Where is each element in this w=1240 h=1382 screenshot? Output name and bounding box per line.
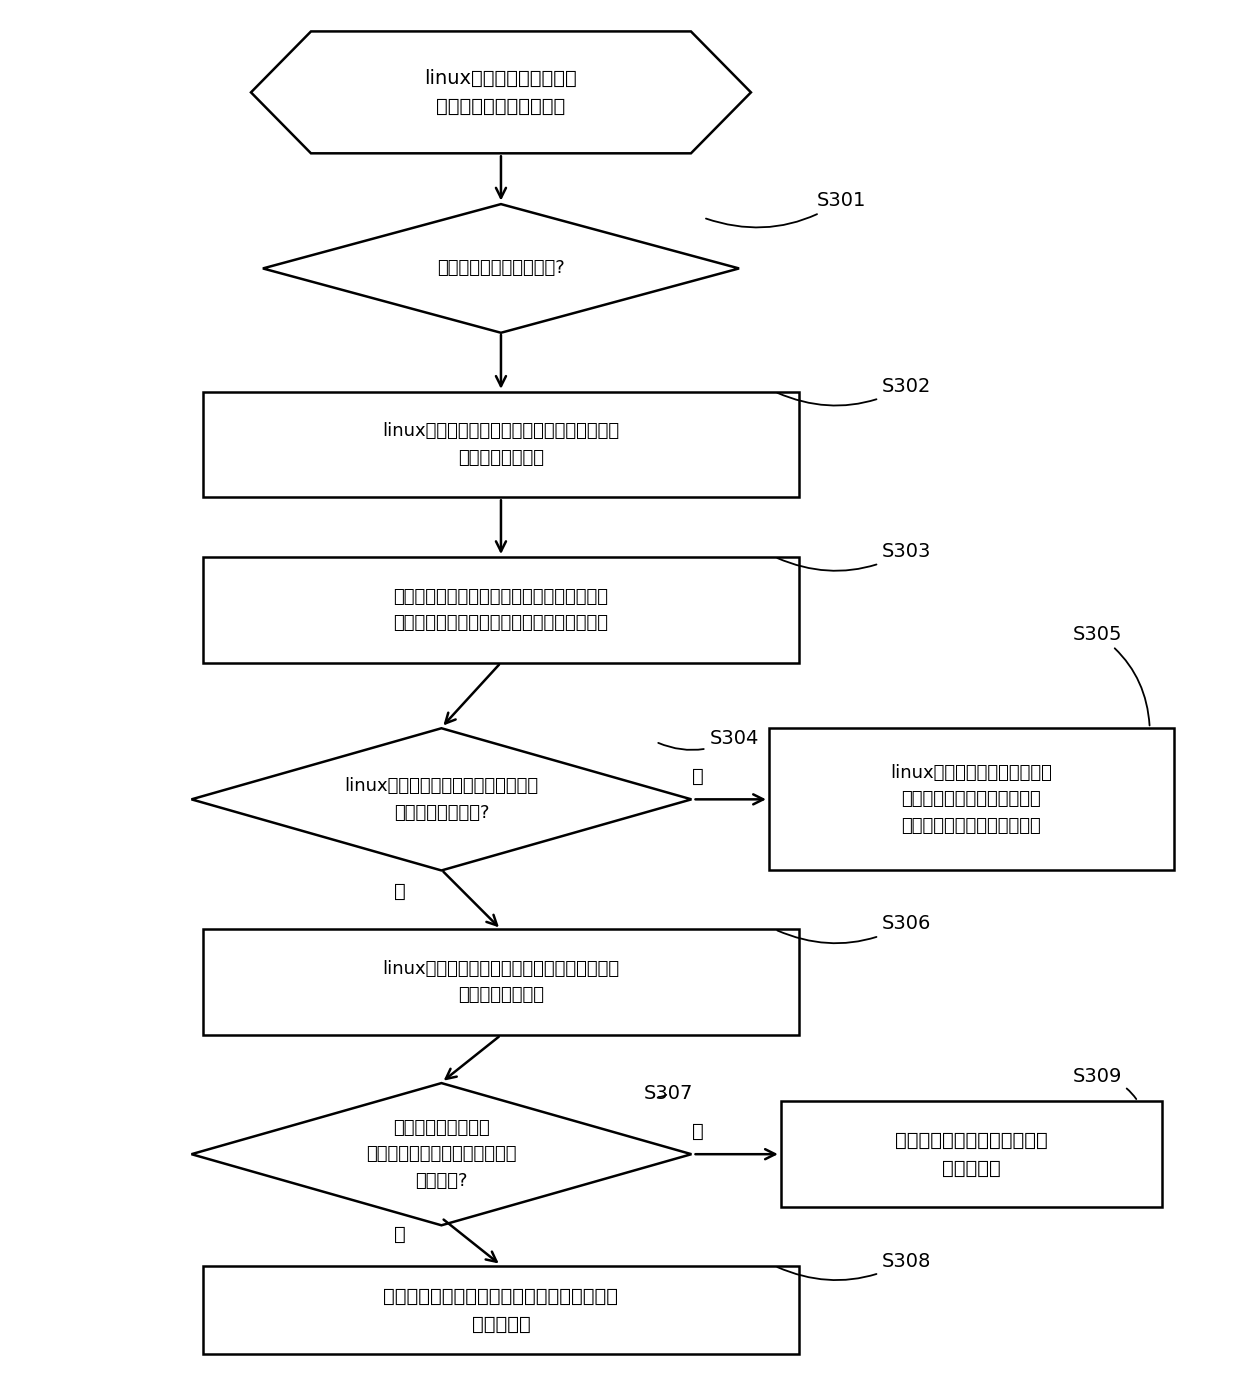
Text: linux内核检查存储设备硬件寄存器，
存储设备硬件故障?: linux内核检查存储设备硬件寄存器， 存储设备硬件故障? — [345, 777, 538, 821]
Text: 否: 否 — [394, 882, 405, 901]
Text: S303: S303 — [777, 542, 931, 571]
Text: 重挂载该存储设备，并通知应用程序恢复访问
该存储设备: 重挂载该存储设备，并通知应用程序恢复访问 该存储设备 — [383, 1287, 619, 1334]
Text: 存储设备被重挂载为只读?: 存储设备被重挂载为只读? — [436, 260, 565, 278]
Text: 挂载管理模块卸载该
存储设备，修复文件系统错误，
修复成功?: 挂载管理模块卸载该 存储设备，修复文件系统错误， 修复成功? — [366, 1119, 517, 1190]
Text: 挂载管理模块通知应用程序文
件系统故障: 挂载管理模块通知应用程序文 件系统故障 — [895, 1130, 1048, 1177]
Text: S304: S304 — [658, 728, 759, 750]
Text: 否: 否 — [692, 1122, 703, 1140]
Text: 应用程序框架层中的挂载管理模块通知应用程
序层中的应用程序停止对该存储设备进行访问: 应用程序框架层中的挂载管理模块通知应用程 序层中的应用程序停止对该存储设备进行访… — [393, 587, 609, 632]
Text: S306: S306 — [777, 915, 931, 944]
Text: linux内核向应用程序框架层中的挂载管理模块
发送第一通知消息: linux内核向应用程序框架层中的挂载管理模块 发送第一通知消息 — [382, 423, 620, 467]
Text: linux内核向应用程序框架层中的挂载管理模块
发送第二通知消息: linux内核向应用程序框架层中的挂载管理模块 发送第二通知消息 — [382, 960, 620, 1005]
Text: S309: S309 — [1073, 1067, 1136, 1099]
Bar — [203, 929, 799, 1035]
Bar — [769, 728, 1173, 871]
Text: S305: S305 — [1073, 625, 1149, 726]
Text: 是: 是 — [394, 1224, 405, 1244]
Bar — [203, 557, 799, 662]
Bar — [781, 1101, 1162, 1206]
Text: S301: S301 — [706, 191, 866, 228]
Text: S308: S308 — [777, 1252, 931, 1280]
Text: S307: S307 — [644, 1083, 693, 1103]
Text: linux检测存储设备所挂载
到的目录的文件系统状态: linux检测存储设备所挂载 到的目录的文件系统状态 — [424, 69, 578, 116]
Text: 是: 是 — [692, 767, 703, 786]
Bar — [203, 1266, 799, 1354]
Text: linux内核通知挂载管理模块该
存储设备发生硬件故障，挂载
管理模块将其通知给应用程序: linux内核通知挂载管理模块该 存储设备发生硬件故障，挂载 管理模块将其通知给… — [890, 764, 1052, 835]
Text: S302: S302 — [777, 377, 931, 405]
Bar — [203, 391, 799, 498]
